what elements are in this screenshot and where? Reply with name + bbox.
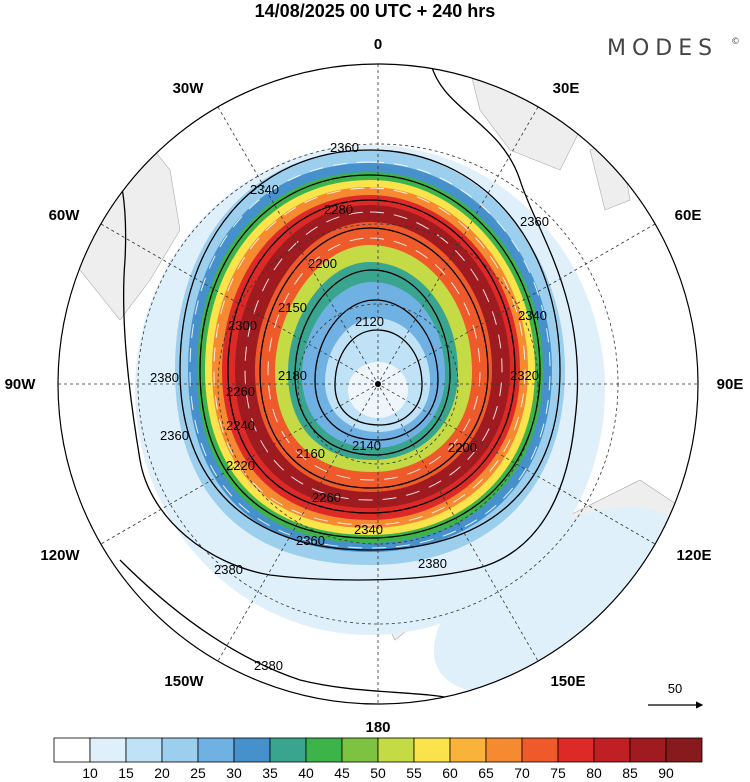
contour-label: 2180 (278, 368, 307, 383)
longitude-label-150w: 150W (164, 673, 204, 690)
colorbar: 10 15 20 25 30 35 40 45 50 55 60 65 70 75 80 85 90 (53, 737, 703, 781)
colorbar-tick-label: 40 (298, 765, 314, 781)
colorbar-swatch (89, 737, 127, 763)
contour-2380-far (119, 559, 461, 701)
longitude-label-120e: 120E (676, 547, 711, 564)
colorbar-tick-label: 20 (154, 765, 170, 781)
wind-vector-streak (267, 237, 481, 481)
map-title: 14/08/2025 00 UTC + 240 hrs (255, 1, 496, 21)
map-disc (57, 63, 699, 705)
colorbar-swatch (629, 737, 667, 763)
contour-label: 2150 (278, 300, 307, 315)
contour-label: 2360 (296, 533, 325, 548)
colorbar-tick-label: 60 (442, 765, 458, 781)
contour-label: 2360 (330, 140, 359, 155)
contour-label: 2220 (226, 458, 255, 473)
contour-label: 2120 (355, 314, 384, 329)
contour-2140 (314, 299, 439, 441)
contour-label: 2340 (354, 522, 383, 537)
longitude-label-150e: 150E (550, 673, 585, 690)
longitude-label-60e: 60E (675, 207, 702, 224)
contour-label: 2340 (250, 182, 279, 197)
contour-label: 2380 (150, 370, 179, 385)
colorbar-tick-label: 30 (226, 765, 242, 781)
colorbar-swatch (341, 737, 379, 763)
colorbar-swatch (413, 737, 451, 763)
colorbar-tick-label: 50 (370, 765, 386, 781)
contour-label: 2340 (518, 308, 547, 323)
colorbar-swatch (377, 737, 415, 763)
contour-2220 (259, 227, 489, 489)
colorbar-swatch (233, 737, 271, 763)
colorbar-tick-label: 90 (658, 765, 674, 781)
contour-2280 (227, 199, 516, 514)
contour-label: 2380 (254, 658, 283, 673)
brand-copyright-mark: © (731, 37, 740, 47)
colorbar-tick-label: 15 (118, 765, 134, 781)
longitude-label-90w: 90W (5, 376, 37, 393)
colorbar-swatch (269, 737, 307, 763)
map-boundary (57, 63, 699, 705)
contour-2120 (334, 329, 423, 426)
contour-label: 2160 (296, 446, 325, 461)
colorbar-tick-label: 75 (550, 765, 566, 781)
contour-label: 2360 (160, 428, 189, 443)
contour-label: 2380 (418, 556, 447, 571)
south-pole-marker (375, 381, 381, 387)
colorbar-tick-label: 80 (586, 765, 602, 781)
colorbar-tick-label: 65 (478, 765, 494, 781)
colorbar-swatch (161, 737, 199, 763)
contour-label: 2260 (312, 490, 341, 505)
longitude-label-60w: 60W (49, 207, 81, 224)
colorbar-tick-label: 45 (334, 765, 350, 781)
colorbar-swatch (665, 737, 703, 763)
wind-vector-streak (189, 161, 551, 549)
contour-label: 2200 (448, 440, 477, 455)
colorbar-swatch (197, 737, 235, 763)
latitude-circle (297, 303, 459, 465)
contour-label: 2300 (228, 318, 257, 333)
contour-label: 2280 (324, 202, 353, 217)
colorbar-tick-label: 55 (406, 765, 422, 781)
contour-label: 2360 (520, 214, 549, 229)
colorbar-swatch (125, 737, 163, 763)
colorbar-tick-label: 85 (622, 765, 638, 781)
contour-label: 2260 (226, 384, 255, 399)
contour-2380-outer (109, 64, 579, 581)
longitude-label-90e: 90E (717, 376, 744, 393)
colorbar-tick-label: 25 (190, 765, 206, 781)
longitude-label-0: 0 (374, 36, 382, 53)
brand-logo: MODES (607, 36, 718, 61)
longitude-label-120w: 120W (40, 547, 80, 564)
contour-2340 (199, 174, 541, 539)
longitude-label-180: 180 (365, 719, 390, 736)
colorbar-tick-label: 35 (262, 765, 278, 781)
colorbar-swatch (485, 737, 523, 763)
colorbar-swatch (305, 737, 343, 763)
wind-vector-streak (244, 211, 503, 501)
contour-2180 (294, 269, 451, 456)
colorbar-swatch (593, 737, 631, 763)
colorbar-swatch (521, 737, 559, 763)
colorbar-swatch (53, 737, 91, 763)
contour-2360 (179, 149, 561, 551)
contour-label: 2380 (214, 562, 243, 577)
longitude-label-30e: 30E (553, 80, 580, 97)
contour-label: 2140 (352, 438, 381, 453)
contour-label: 2200 (308, 256, 337, 271)
reference-vector-label: 50 (668, 681, 682, 696)
colorbar-tick-label: 10 (82, 765, 98, 781)
longitude-label-30w: 30W (173, 80, 205, 97)
colorbar-swatch (449, 737, 487, 763)
contour-label: 2240 (226, 418, 255, 433)
colorbar-tick-label: 70 (514, 765, 530, 781)
wind-vector-streak (213, 187, 526, 526)
colorbar-swatch (557, 737, 595, 763)
contour-label: 2320 (510, 368, 539, 383)
